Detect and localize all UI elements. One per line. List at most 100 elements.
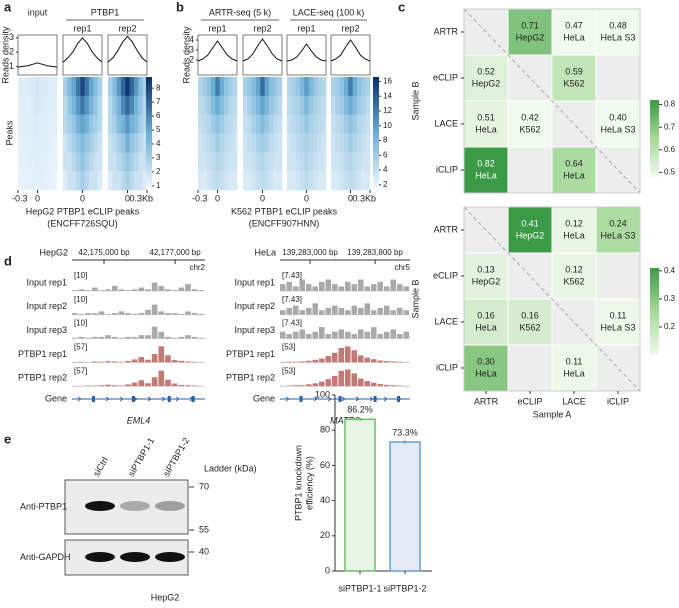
y-tick-label: 2: [189, 54, 194, 64]
heat-cell: [129, 133, 135, 153]
gene-arrow: [105, 396, 110, 402]
heat-cell: [224, 133, 229, 153]
heat-cell: [232, 152, 238, 172]
heat-cell: [313, 77, 318, 97]
colorbar-tick-label: 3: [156, 153, 161, 162]
coverage-bin: [138, 380, 145, 387]
cell-value: 0.12: [565, 218, 583, 228]
empty-cell: [507, 54, 553, 102]
track-name: Input rep3: [26, 325, 67, 335]
coverage-bin: [377, 383, 384, 387]
coverage-bin: [364, 331, 371, 339]
coverage-bin: [178, 287, 185, 291]
heat-cell: [121, 95, 126, 115]
coverage-bin: [306, 360, 312, 363]
heat-cell: [52, 114, 58, 134]
sample-label: rep2: [341, 23, 359, 33]
heat-cell: [357, 95, 362, 115]
heat-cell: [269, 133, 274, 153]
y-tick-label: 0: [325, 565, 330, 575]
matrix-cell: [463, 298, 509, 346]
colorbar-tick-label: 0.7: [664, 122, 676, 131]
heat-cell: [339, 171, 345, 191]
coverage-bin: [151, 304, 158, 315]
heat-cell: [215, 152, 220, 172]
heat-cell: [308, 171, 314, 191]
coverage-bin: [131, 359, 138, 363]
matrix-cell: [463, 100, 509, 148]
heat-cell: [352, 114, 358, 134]
coverage-bin: [171, 383, 178, 387]
cell-line: K562: [563, 276, 584, 286]
heat-cell: [352, 77, 358, 97]
track-range: [53]: [282, 343, 295, 352]
coverage-bin: [351, 350, 358, 363]
heat-cell: [134, 114, 139, 134]
coverage-bin: [299, 361, 306, 363]
heat-cell: [108, 171, 113, 191]
heat-cell: [304, 77, 309, 97]
heat-cell: [84, 152, 90, 172]
coverage-bin: [98, 385, 105, 387]
heat-cell: [44, 152, 49, 172]
coverage-bin: [131, 313, 138, 315]
heat-cell: [357, 114, 362, 134]
heat-cell: [198, 95, 203, 115]
heat-cell: [357, 171, 362, 191]
heat-cell: [365, 114, 371, 134]
cell-value: 0.30: [477, 356, 495, 366]
heat-cell: [331, 77, 336, 97]
heat-cell: [108, 95, 113, 115]
heat-cell: [264, 171, 270, 191]
coverage-bin: [91, 313, 98, 315]
coverage-bin: [131, 336, 138, 339]
heat-cell: [206, 133, 212, 153]
coverage-bin: [358, 378, 364, 387]
heat-cell: [142, 77, 148, 97]
heat-cell: [273, 133, 278, 153]
heat-cell: [348, 152, 353, 172]
band: [85, 552, 115, 562]
heat-cell: [67, 114, 72, 134]
exon: [338, 396, 342, 402]
chrom-label: chr5: [394, 263, 410, 272]
coverage-bin: [280, 284, 286, 291]
heat-cell: [206, 152, 212, 172]
y-tick-label: iCLIP: [436, 164, 458, 174]
coverage-bin: [390, 385, 397, 387]
matrix-cell: [595, 8, 641, 56]
heat-cell: [211, 114, 216, 134]
heat-cell: [76, 171, 81, 191]
cell-line: HeLa: [475, 368, 497, 378]
coverage-bin: [151, 377, 158, 387]
heat-cell: [215, 171, 220, 191]
heat-cell: [247, 133, 252, 153]
heat-cell: [142, 152, 148, 172]
heat-cell: [71, 171, 77, 191]
coverage-bin: [131, 289, 138, 291]
profile-line: [197, 40, 238, 62]
colorbar-tick-label: 2: [383, 180, 388, 189]
heat-cell: [206, 171, 212, 191]
heat-cell: [26, 133, 32, 153]
heat-cell: [48, 114, 53, 134]
panel-label: e: [4, 431, 11, 446]
x-tick-label: 0: [260, 193, 265, 203]
coverage-bin: [280, 310, 286, 315]
heat-cell: [76, 133, 81, 153]
heat-cell: [206, 95, 212, 115]
cell-value: 0.47: [565, 20, 583, 30]
profile-line: [107, 35, 148, 63]
heat-cell: [273, 77, 278, 97]
heat-cell: [52, 77, 58, 97]
colorbar-tick-label: 10: [383, 121, 392, 130]
heat-cell: [251, 133, 257, 153]
track-range: [10]: [74, 271, 87, 280]
heat-cell: [228, 95, 233, 115]
coverage-bin: [178, 385, 185, 387]
heat-cell: [313, 152, 318, 172]
coverage-bin: [371, 327, 377, 339]
heat-cell: [116, 171, 122, 191]
heat-cell: [121, 171, 126, 191]
heat-cell: [89, 114, 94, 134]
